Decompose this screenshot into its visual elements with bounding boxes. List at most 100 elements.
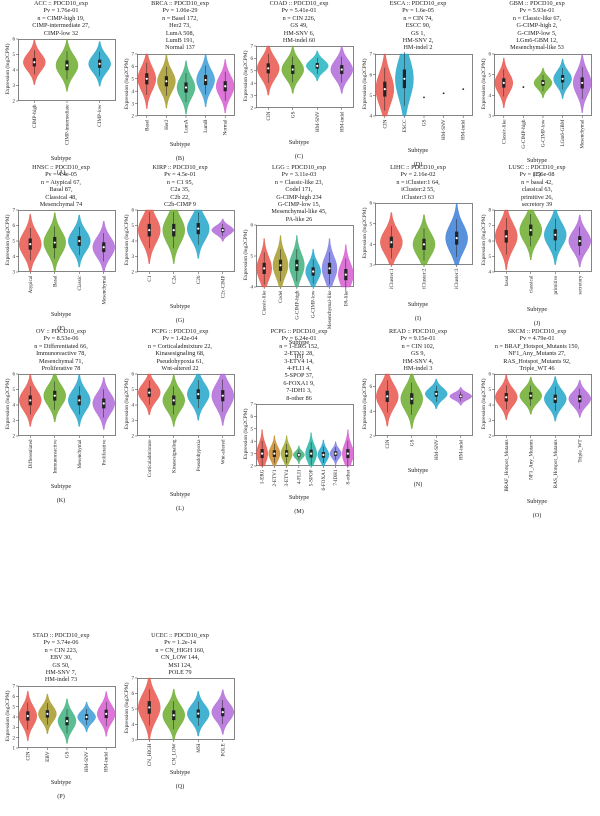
panel-l: PCPG :: PDCD10_exp Pv = 1.42e-04 n = Corti… [121, 328, 239, 512]
violin-chart: 2 3 4 5 6 C1 C2a C2b C2c-CIMP [132, 209, 235, 299]
median-dot [29, 243, 32, 246]
y-tick-label: 4 [489, 94, 492, 99]
y-tick-label: 5 [132, 77, 135, 82]
y-tick-label: 6 [489, 240, 492, 245]
y-tick-label: 2 [370, 435, 373, 440]
stats-line: iCluster:3 63 [401, 193, 435, 201]
stats-line: n = Classic-like 67, [512, 14, 562, 22]
violin-chart: 2 3 4 5 6 Differentiated Immunoreactive Mesench… [13, 373, 116, 474]
plot-frame [256, 46, 354, 109]
plot-area: 2 3 4 5 6 7 1-ERG 2-ETV1 3-ETV4 4-FLI1 5-SPOP 6-FOX… [251, 403, 356, 511]
panel-letter: (L) [176, 504, 184, 512]
x-axis-title: Subtype [169, 303, 191, 311]
x-tick-label: Immunoreactive [52, 439, 58, 474]
y-tick-label: 2 [251, 465, 254, 470]
x-tick-label: NF1_Any_Mutants [528, 440, 534, 480]
median-dot [505, 396, 508, 399]
y-tick-label: 5 [13, 389, 16, 394]
panel-title: HNSC :: PDCD10_exp Pv = 4.4e-05 n = Atypic… [2, 164, 120, 208]
median-dot [267, 67, 270, 70]
x-tick-label: 6-FOXA1 [321, 469, 327, 490]
stats-line: HM-indel 3 [403, 365, 433, 373]
x-tick-label: HM-indel [104, 751, 110, 772]
stats-line: Mesenchymal-like 53 [510, 44, 564, 52]
violin-chart: 2 3 4 5 6 BRAF_Hotspot_Mutants NF1_Any_Mutants… [489, 373, 592, 492]
chart-title: ESCA :: PDCD10_exp [389, 0, 447, 7]
x-tick-label: Codel [278, 290, 284, 303]
single-point [522, 85, 525, 88]
median-dot [312, 270, 315, 273]
y-tick-label: 6 [13, 225, 16, 230]
x-axis-title: Subtype [288, 494, 310, 502]
x-tick-label: EBV [45, 751, 51, 762]
median-dot [383, 87, 386, 91]
y-tick-label: 4 [13, 69, 16, 74]
stats-line: GS 1, [410, 29, 426, 37]
stats-line: Pv = 1.42e-04 [162, 335, 198, 343]
y-tick-label: 5 [251, 255, 254, 260]
stats-line: n = CIN 226, [282, 14, 316, 22]
y-tick-label: 3 [251, 452, 254, 457]
x-axis-title: Subtype [526, 305, 548, 313]
x-tick-label: iCluster:3 [454, 268, 460, 289]
median-dot [78, 240, 81, 243]
chart-title: GBM :: PDCD10_exp [509, 0, 565, 7]
panel-g: KIRP :: PDCD10_exp Pv = 4.5e-01 n = C1 95,… [121, 164, 239, 348]
plot-area: 3 4 5 6 7 Atypical Basal Classic Mesenchymal [13, 209, 118, 317]
chart-title: LUSC :: PDCD10_exp [508, 164, 566, 171]
chart-title: UCEC :: PDCD10_exp [151, 632, 209, 639]
x-tick-label: Classic-like [501, 119, 507, 144]
stats-line: ESCC 90, [405, 22, 431, 30]
y-tick-label: 6 [251, 57, 254, 62]
x-tick-label: HM-SNV [441, 119, 447, 140]
y-tick-label: 2 [13, 736, 16, 741]
y-axis-label: Expression (log2CPM) [124, 682, 130, 734]
median-dot [295, 264, 298, 267]
x-tick-label: HM-indel [339, 111, 345, 132]
x-tick-label: Mesenchymal-like [327, 290, 333, 329]
x-tick-label: MSI [196, 744, 202, 753]
x-tick-label: Kinasesignaling [171, 439, 177, 473]
y-axis-label: Expression (log2CPM) [243, 229, 249, 281]
x-tick-label: primitive [553, 275, 559, 295]
y-tick-label: 7 [489, 225, 492, 230]
panel-i: LIHC :: PDCD10_exp Pv = 2.16e-02 n = iClus… [359, 164, 477, 348]
x-tick-label: Atypical [28, 275, 34, 293]
median-dot [98, 62, 101, 65]
x-tick-label: Her2 [164, 119, 170, 130]
y-tick-label: 5 [370, 94, 373, 99]
y-tick-label: 5 [489, 389, 492, 394]
stats-line: CIMP-low 32 [43, 29, 79, 37]
y-tick-label: 3 [370, 264, 373, 269]
y-tick-label: 3 [13, 84, 16, 89]
median-dot [65, 719, 69, 723]
stats-line: 3-ETV4 14, [284, 357, 314, 365]
median-dot [554, 398, 557, 401]
y-tick-label: 5 [13, 240, 16, 245]
panel-e: GBM :: PDCD10_exp Pv = 5.93e-01 n = Classi… [478, 0, 596, 184]
y-tick-label: 6 [13, 38, 16, 43]
stats-line: GS 9, [410, 350, 426, 358]
stats-line: n = CIN 102, [401, 342, 435, 350]
x-tick-label: basal [504, 275, 510, 286]
panel-m: PCPG :: PDCD10_exp Pv = 6.24e-01 n = 1-ERG… [240, 328, 358, 515]
x-tick-label: Normal [223, 119, 229, 135]
stats-line: Triple_WT 46 [519, 365, 555, 373]
stats-line: n = CIN 223, [44, 646, 78, 654]
median-dot [578, 240, 581, 243]
plot-area: 2 3 4 5 6 7 CIN GS HM-SNV HM-indel [251, 45, 356, 153]
chart-title: BRCA :: PDCD10_exp [151, 0, 209, 7]
panel-title: PCPG :: PDCD10_exp Pv = 1.42e-04 n = Corti… [121, 328, 239, 372]
single-point [462, 88, 465, 90]
stats-line: Pv = 1.56e-08 [519, 171, 555, 179]
panel-letter: (F) [57, 325, 65, 332]
x-axis-title: Subtype [526, 157, 548, 164]
stats-line: HM-SNV 6, [283, 29, 315, 37]
x-tick-label: CIMP-low [97, 104, 103, 126]
y-tick-label: 2 [489, 435, 492, 440]
x-tick-label: HM-SNV [434, 440, 440, 461]
median-dot [197, 227, 200, 231]
y-tick-label: 6 [132, 693, 135, 698]
x-tick-label: HM-indel [458, 439, 464, 460]
